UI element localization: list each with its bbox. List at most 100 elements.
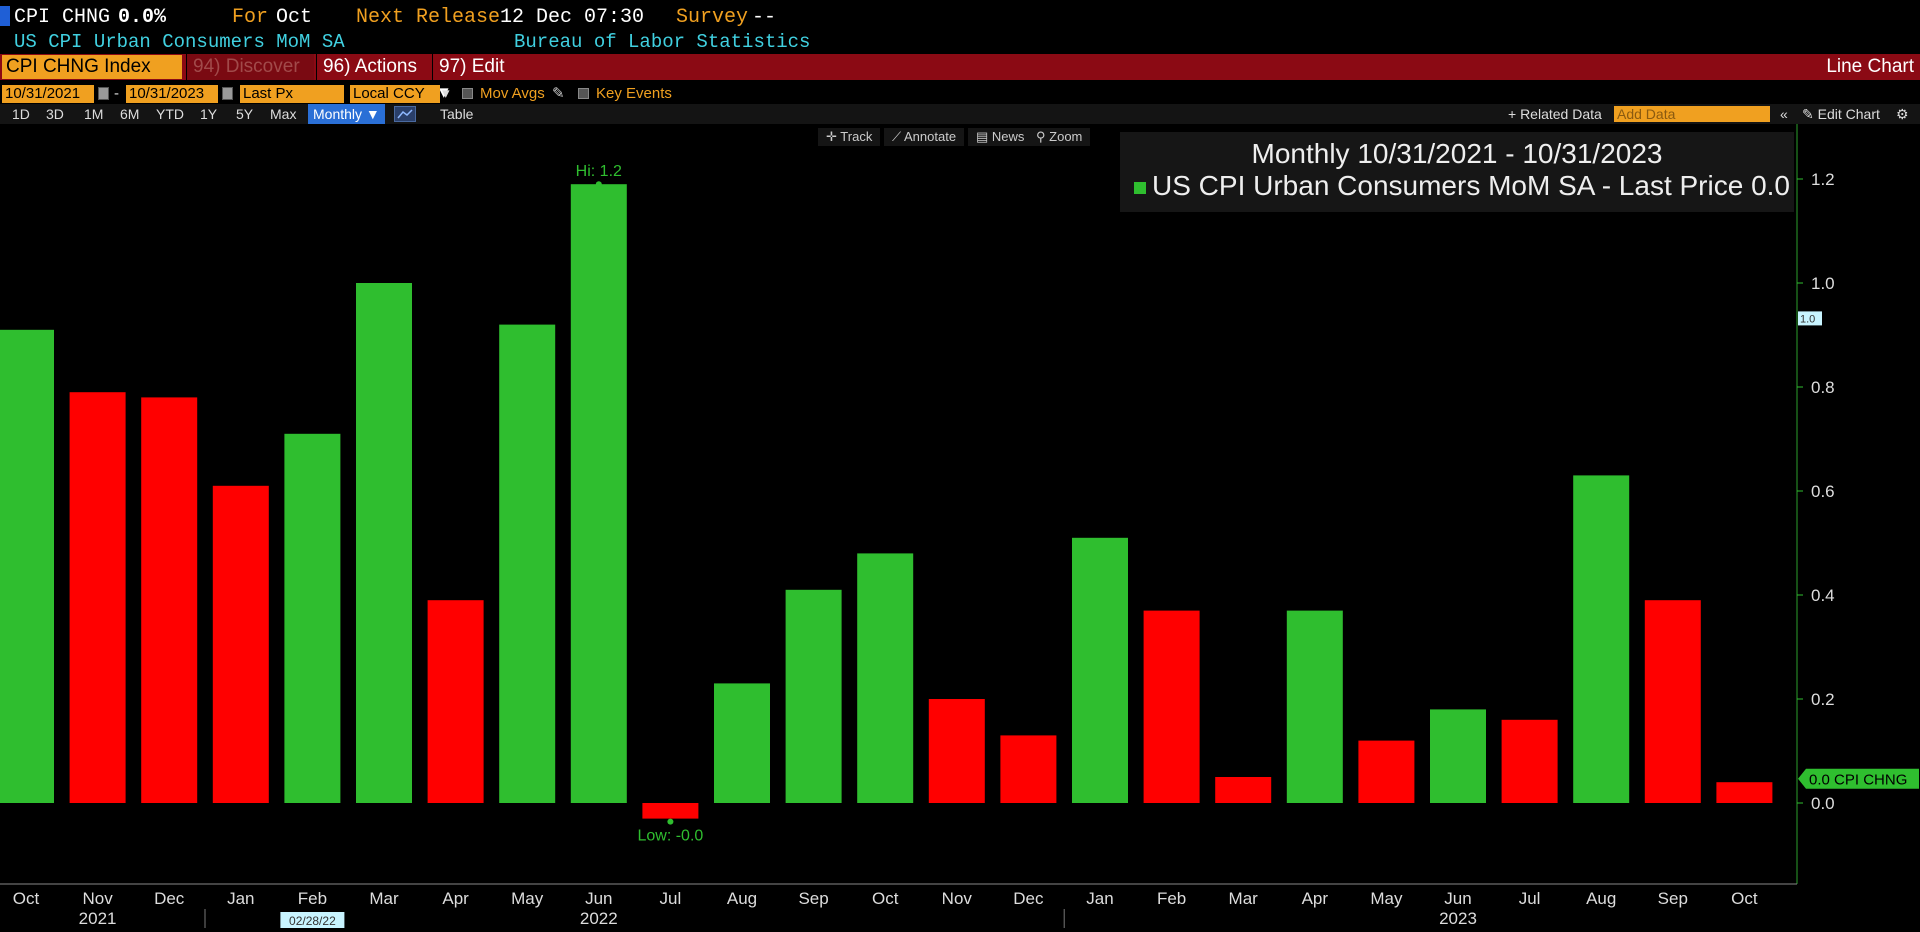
bar-jan-3[interactable] (212, 485, 269, 803)
bar-mar-17[interactable] (1215, 777, 1272, 803)
x-tick-label: Jun (1444, 889, 1471, 908)
pencil-icon: ✎ (1802, 106, 1814, 122)
x-tick-label: Feb (1157, 889, 1186, 908)
pencil-icon[interactable]: ✎ (552, 85, 565, 102)
x-tick-label: Mar (1229, 889, 1259, 908)
table-button[interactable]: Table (440, 106, 474, 122)
x-tick-label: Jan (1086, 889, 1113, 908)
currency-select[interactable]: Local CCY (350, 85, 440, 103)
chart-legend: Monthly 10/31/2021 - 10/31/2023 US CPI U… (1120, 132, 1794, 212)
bar-sep-23[interactable] (1644, 600, 1701, 803)
bar-feb-4[interactable] (284, 433, 341, 803)
end-date-field[interactable]: 10/31/2023 (126, 85, 218, 103)
bar-oct-12[interactable] (857, 553, 914, 803)
period-5y[interactable]: 5Y (236, 106, 254, 122)
annotate-label: Annotate (904, 129, 957, 144)
bar-sep-11[interactable] (785, 589, 842, 803)
calendar-icon[interactable] (98, 87, 109, 100)
track-label: Track (840, 129, 873, 144)
legend-series: US CPI Urban Consumers MoM SA - Last Pri… (1134, 170, 1790, 202)
mov-avgs-checkbox[interactable] (462, 88, 473, 99)
edit-chart-label: Edit Chart (1817, 106, 1880, 122)
for-label: For (232, 6, 269, 29)
crosshair-icon: ✛ (826, 129, 837, 144)
period-1d[interactable]: 1D (12, 106, 30, 122)
y-tick-label: 0.2 (1811, 690, 1835, 709)
bar-apr-18[interactable] (1286, 610, 1343, 803)
bar-oct-24[interactable] (1716, 782, 1773, 803)
bar-nov-13[interactable] (928, 699, 985, 803)
line-chart-icon[interactable] (394, 106, 416, 122)
chevron-down-icon: ▾ (439, 82, 449, 103)
bar-mar-5[interactable] (356, 283, 412, 803)
collapse-icon[interactable]: « (1780, 106, 1788, 122)
low-marker (667, 818, 674, 825)
news-tool[interactable]: ▤ News (968, 128, 1033, 146)
chevron-down-icon[interactable]: ▾ (442, 85, 450, 102)
current-marker-box (1798, 311, 1822, 326)
date-marker-box (280, 912, 345, 928)
options-row: 10/31/2021 - 10/31/2023 Last Px Local CC… (0, 84, 1920, 104)
zoom-tool[interactable]: ⚲ Zoom (1028, 128, 1091, 146)
bar-may-19[interactable] (1358, 740, 1415, 803)
add-data-input[interactable]: Add Data (1614, 106, 1770, 122)
bar-aug-10[interactable] (714, 683, 770, 803)
menu-bar: CPI CHNG Index 94) Discover ▾ 96) Action… (0, 54, 1920, 103)
field-select[interactable]: Last Px (240, 85, 344, 103)
period-toolbar: 1D 3D 1M 6M YTD 1Y 5Y Max Monthly ▼ Tabl… (0, 104, 1920, 124)
discover-menu[interactable]: 94) Discover ▾ (186, 54, 314, 103)
actions-menu[interactable]: 96) Actions ▾ (316, 54, 430, 103)
bar-jan-15[interactable] (1072, 537, 1128, 803)
calendar-icon[interactable] (222, 87, 233, 100)
bar-may-7[interactable] (499, 324, 556, 803)
bar-jun-8[interactable] (570, 184, 627, 803)
ticker-field[interactable]: CPI CHNG Index (2, 55, 182, 79)
bar-oct-0[interactable] (0, 329, 54, 803)
bar-jul-9[interactable] (642, 803, 699, 819)
bar-aug-22[interactable] (1573, 475, 1630, 803)
key-events-label: Key Events (596, 85, 672, 102)
x-tick-label: Sep (1658, 889, 1688, 908)
x-tick-label: Mar (369, 889, 399, 908)
period-3d[interactable]: 3D (46, 106, 64, 122)
x-tick-label: Oct (872, 889, 899, 908)
period-max[interactable]: Max (270, 106, 297, 122)
edit-label: 97) Edit (439, 56, 505, 77)
bar-apr-6[interactable] (427, 600, 484, 803)
for-value: Oct (276, 6, 313, 29)
key-events-checkbox[interactable] (578, 88, 589, 99)
bar-chart[interactable]: 1.2 1.0 0.8 0.6 0.4 0.2 0.0 1.0 0.0 CPI CHNG Oct… (0, 124, 1920, 932)
annotate-tool[interactable]: ⟋ Annotate (884, 128, 965, 146)
bar-dec-14[interactable] (1000, 735, 1057, 803)
legend-series-label: US CPI Urban Consumers MoM SA - Last Pri… (1152, 170, 1744, 201)
hi-marker (595, 181, 602, 188)
track-tool[interactable]: ✛ Track (818, 128, 881, 146)
x-tick-label: Jun (585, 889, 612, 908)
zoom-label: Zoom (1049, 129, 1083, 144)
period-6m[interactable]: 6M (120, 106, 140, 122)
period-ytd[interactable]: YTD (156, 106, 184, 122)
edit-chart-button[interactable]: ✎ Edit Chart (1802, 104, 1880, 124)
related-data-button[interactable]: + Related Data (1508, 106, 1602, 122)
edit-menu[interactable]: 97) Edit ▾ (432, 54, 518, 103)
x-tick-label: Jan (227, 889, 254, 908)
start-date-field[interactable]: 10/31/2021 (2, 85, 94, 103)
frequency-select[interactable]: Monthly ▼ (308, 104, 385, 124)
chart-type-label[interactable]: Line Chart (1826, 56, 1914, 77)
survey-value: -- (752, 6, 777, 29)
bar-jul-21[interactable] (1501, 719, 1558, 803)
bar-jun-20[interactable] (1430, 709, 1486, 803)
period-1y[interactable]: 1Y (200, 106, 218, 122)
bar-nov-1[interactable] (69, 392, 126, 803)
gear-icon[interactable]: ⚙ (1896, 106, 1909, 122)
x-tick-label: Dec (1013, 889, 1044, 908)
discover-label: 94) Discover (193, 56, 300, 77)
bar-feb-16[interactable] (1143, 610, 1200, 803)
x-tick-label: Nov (82, 889, 113, 908)
magnifier-icon: ⚲ (1036, 129, 1046, 144)
y-tick-label: 1.2 (1811, 170, 1835, 189)
y-tick-label: 0.6 (1811, 482, 1835, 501)
period-1m[interactable]: 1M (84, 106, 104, 122)
x-tick-label: Apr (442, 889, 469, 908)
bar-dec-2[interactable] (141, 397, 198, 803)
